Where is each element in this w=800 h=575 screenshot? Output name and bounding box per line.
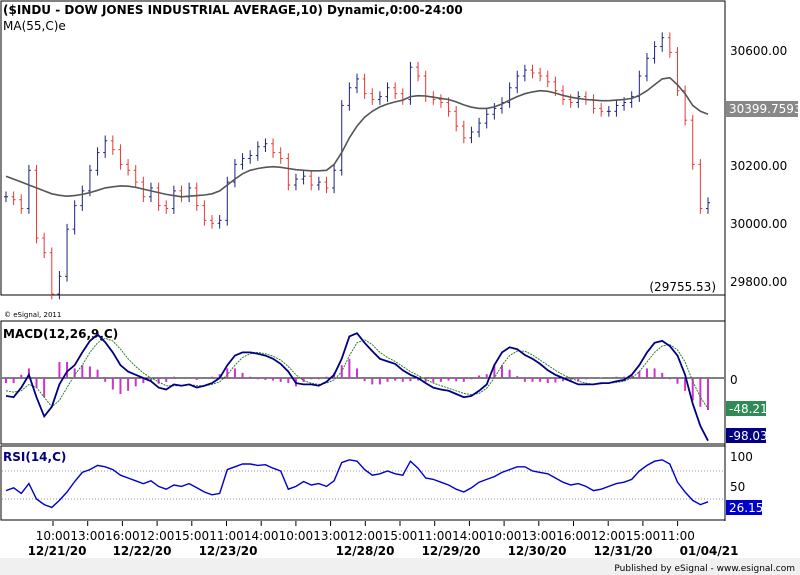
footer-text: Published by eSignal - www.esignal.com [614, 564, 795, 574]
x-date-label: 12/28/20 [336, 544, 395, 558]
signal-line [5, 337, 709, 409]
x-time-label: 12:00 [348, 529, 383, 543]
rsi-tick-50: 50 [730, 480, 745, 494]
x-time-label: 13:00 [522, 529, 557, 543]
x-time-label: 13:00 [70, 529, 105, 543]
x-time-label: 16:00 [556, 529, 591, 543]
macd-value-label: -98.03 [729, 429, 768, 443]
ma-line [5, 76, 709, 198]
macd-series-layer [2, 332, 724, 442]
x-time-label: 10:00 [279, 529, 314, 543]
x-time-label: 15:00 [626, 529, 661, 543]
watermark: © eSignal, 2011 [4, 311, 61, 319]
rsi-value-box [726, 500, 762, 515]
x-date-label: 01/04/21 [680, 544, 739, 558]
x-axis: 10:00 13:00 16:00 12:00 15:00 11:00 14:00 10:00… [28, 521, 739, 558]
x-time-label: 10:00 [487, 529, 522, 543]
rsi-tick-100: 100 [730, 450, 753, 464]
rsi-value-label: 26.15 [729, 501, 763, 515]
x-date-label: 12/23/20 [199, 544, 258, 558]
x-time-label: 11:00 [417, 529, 452, 543]
x-date-label: 12/29/20 [422, 544, 481, 558]
price-chart-title: ($INDU - DOW JONES INDUSTRIAL AVERAGE,10… [3, 3, 463, 17]
price-panel-frame [0, 0, 726, 296]
price-tick-30200: 30200.00 [730, 159, 787, 173]
footer-bar [0, 558, 800, 575]
low-price-label: (29755.53) [649, 280, 716, 294]
macd-title: MACD(12,26,9,C) [3, 327, 118, 341]
x-time-label: 11:00 [209, 529, 244, 543]
macd-value-box [726, 428, 766, 443]
x-date-label: 12/22/20 [113, 544, 172, 558]
x-time-label: 15:00 [175, 529, 210, 543]
rsi-line [5, 459, 709, 509]
x-time-label: 12:00 [591, 529, 626, 543]
signal-value-box [726, 401, 766, 416]
x-time-label: 12:00 [140, 529, 175, 543]
price-series-layer [4, 32, 710, 300]
rsi-panel-frame [0, 445, 726, 521]
price-tick-30600: 30600.00 [730, 44, 787, 58]
signal-value-label: -48.21 [729, 402, 768, 416]
x-time-label: 13:00 [313, 529, 348, 543]
macd-line [5, 332, 709, 442]
price-tick-29800: 29800.00 [730, 275, 787, 289]
x-time-label: 16:00 [105, 529, 140, 543]
x-time-label: 10:00 [36, 529, 71, 543]
x-time-label: 14:00 [452, 529, 487, 543]
last-price-label: 30399.7593 [729, 102, 800, 116]
macd-zero-label: 0 [730, 373, 738, 387]
ma-label: MA(55,C)e [3, 19, 66, 33]
rsi-series-layer [2, 459, 724, 509]
x-date-label: 12/21/20 [28, 544, 87, 558]
price-tick-30000: 30000.00 [730, 217, 787, 231]
x-time-label: 11:00 [660, 529, 695, 543]
x-date-label: 12/30/20 [508, 544, 567, 558]
x-time-label: 15:00 [383, 529, 418, 543]
x-date-label: 12/31/20 [594, 544, 653, 558]
last-price-box [726, 101, 798, 117]
x-time-label: 14:00 [244, 529, 279, 543]
rsi-title: RSI(14,C) [3, 450, 66, 464]
